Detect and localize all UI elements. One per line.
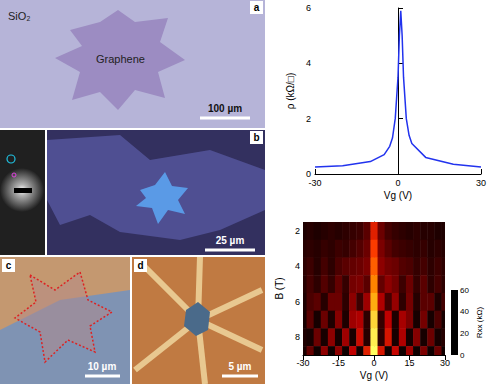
svg-text:Graphene: Graphene: [96, 53, 145, 65]
svg-text:40: 40: [460, 307, 469, 316]
svg-text:20: 20: [460, 329, 469, 338]
svg-text:6: 6: [295, 297, 300, 307]
svg-text:6: 6: [306, 3, 311, 13]
svg-text:Vg (V): Vg (V): [360, 370, 388, 381]
svg-text:8: 8: [295, 332, 300, 342]
svg-text:10 µm: 10 µm: [88, 361, 117, 372]
svg-text:30: 30: [476, 178, 486, 188]
svg-text:ρ (kΩ/□): ρ (kΩ/□): [285, 73, 296, 109]
svg-text:2: 2: [295, 226, 300, 236]
svg-text:60: 60: [460, 286, 469, 295]
svg-text:-15: -15: [332, 358, 345, 368]
svg-text:0: 0: [306, 169, 311, 179]
svg-text:-30: -30: [296, 358, 309, 368]
svg-text:4: 4: [306, 58, 311, 68]
svg-text:4: 4: [295, 261, 300, 271]
svg-text:c: c: [6, 260, 12, 271]
svg-text:b: b: [253, 132, 259, 143]
svg-text:0: 0: [371, 358, 376, 368]
svg-text:100 µm: 100 µm: [208, 103, 242, 114]
svg-text:d: d: [137, 260, 143, 271]
svg-text:a: a: [254, 2, 260, 13]
svg-text:15: 15: [404, 358, 414, 368]
svg-text:5 µm: 5 µm: [229, 361, 252, 372]
svg-text:25 µm: 25 µm: [216, 235, 245, 246]
svg-text:-30: -30: [308, 178, 321, 188]
svg-text:30: 30: [440, 358, 450, 368]
svg-text:0: 0: [395, 178, 400, 188]
svg-text:0: 0: [460, 351, 465, 360]
svg-text:B (T): B (T): [274, 277, 285, 299]
svg-text:Rxx (kΩ): Rxx (kΩ): [475, 307, 484, 339]
svg-text:SiO₂: SiO₂: [8, 10, 31, 22]
svg-text:2: 2: [306, 114, 311, 124]
svg-text:Vg (V): Vg (V): [384, 190, 412, 201]
